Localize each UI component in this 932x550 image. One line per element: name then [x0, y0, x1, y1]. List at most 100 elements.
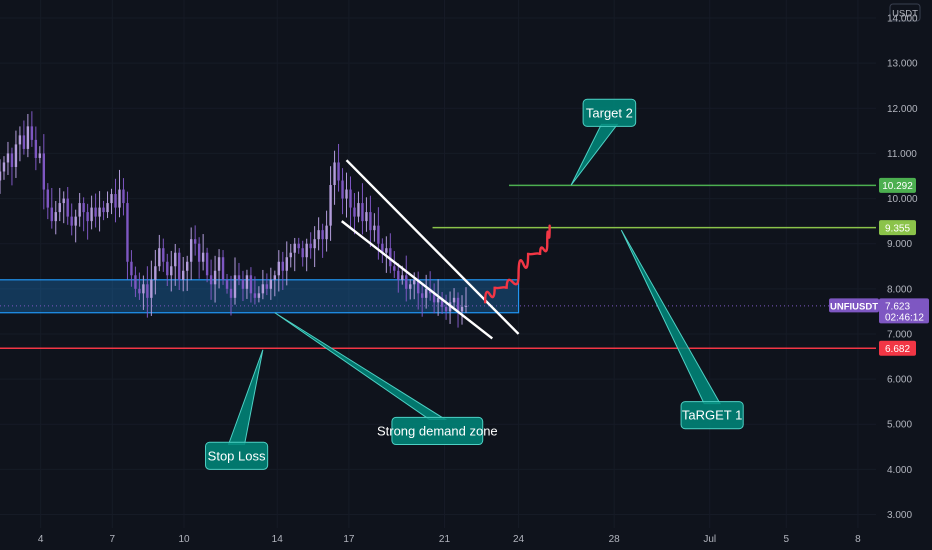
- candle-body: [225, 279, 229, 289]
- callout-label: Target 2: [586, 105, 633, 120]
- time-axis[interactable]: 4 7 10 14 17 21 24 28 Jul 5 8: [0, 528, 932, 550]
- candle-body: [257, 293, 261, 298]
- callout-box: [680, 401, 744, 430]
- candles: [0, 111, 468, 328]
- projection-path[interactable]: [483, 224, 551, 304]
- candle-body: [26, 126, 30, 149]
- candle-body: [401, 275, 404, 280]
- candle-body: [221, 257, 225, 280]
- candle-body: [130, 261, 133, 276]
- candle-body: [460, 306, 464, 312]
- price-tick-label: 7.000: [887, 329, 912, 340]
- channel-lower-line: [340, 220, 494, 340]
- price-tick-label: 14.000: [887, 14, 918, 25]
- candle-body: [38, 153, 42, 158]
- candle-body: [22, 135, 26, 149]
- candle-body: [337, 162, 340, 181]
- candle-body: [189, 239, 193, 262]
- candle-body: [0, 171, 2, 181]
- candle-body: [341, 180, 344, 199]
- callout-box: [391, 416, 484, 446]
- candle-body: [464, 305, 468, 307]
- candle-body: [213, 270, 217, 285]
- candle-body: [185, 261, 189, 271]
- candle-body: [432, 293, 436, 303]
- descending-channel[interactable]: [340, 159, 520, 340]
- candle-body: [94, 207, 97, 217]
- symbol-tag: [829, 298, 879, 313]
- candle-body: [146, 284, 149, 298]
- candle-body: [393, 266, 396, 271]
- candle-body: [118, 189, 121, 208]
- candle-body: [436, 297, 440, 303]
- candle-body: [50, 207, 53, 222]
- current-price-tag: [879, 298, 929, 324]
- time-tick-label: 24: [513, 534, 525, 545]
- candle-body: [417, 279, 420, 294]
- candle-body: [14, 144, 18, 167]
- candle-body: [217, 257, 221, 271]
- candle-body: [86, 212, 89, 222]
- time-tick-label: Jul: [703, 534, 716, 545]
- price-tick-label: 12.000: [887, 104, 918, 115]
- time-tick-label: 8: [855, 534, 861, 545]
- candle-body: [205, 252, 209, 276]
- price-levels[interactable]: [0, 184, 876, 350]
- candle-body: [317, 230, 320, 240]
- currency-selector[interactable]: [889, 3, 921, 22]
- price-tick-label: 4.000: [887, 465, 912, 476]
- candle-body: [110, 194, 113, 204]
- candle-body: [285, 257, 288, 271]
- price-tick-label: 6.000: [887, 375, 912, 386]
- candle-body: [150, 279, 153, 298]
- candle-body: [281, 261, 284, 271]
- price-tick-label: 5.000: [887, 420, 912, 431]
- time-axis-background: [0, 528, 932, 550]
- candle-body: [452, 297, 456, 303]
- candle-body: [142, 284, 145, 294]
- candle-body: [369, 212, 372, 231]
- candle-body: [241, 279, 245, 289]
- candle-body: [245, 275, 249, 289]
- time-tick-label: 7: [110, 534, 116, 545]
- candle-body: [98, 207, 101, 217]
- candle-body: [389, 248, 392, 267]
- candle-body: [90, 207, 93, 222]
- candle-body: [397, 270, 400, 280]
- level-price-tag: [879, 177, 916, 193]
- candle-body: [106, 203, 109, 213]
- candle-body: [357, 203, 360, 217]
- candle-body: [66, 198, 69, 217]
- candle-body: [249, 275, 253, 294]
- callout-box: [205, 441, 269, 470]
- candle-body: [58, 203, 61, 213]
- candle-body: [74, 216, 77, 226]
- price-tick-label: 8.000: [887, 284, 912, 295]
- callouts[interactable]: Target 2 TaRGET 1 Stop Loss Strong demand z…: [205, 98, 744, 470]
- candle-body: [197, 243, 201, 262]
- candle-body: [229, 288, 233, 298]
- level-price-value: 10.292: [882, 181, 913, 192]
- candle-body: [178, 252, 181, 280]
- candle-body: [201, 252, 205, 262]
- candle-body: [170, 266, 173, 276]
- candle-body: [420, 293, 424, 298]
- candle-body: [329, 185, 332, 226]
- candle-body: [158, 248, 161, 267]
- symbol-name: UNFIUSDT: [830, 301, 878, 312]
- candle-body: [440, 297, 444, 307]
- time-tick-label: 21: [439, 534, 451, 545]
- candle-body: [345, 189, 348, 199]
- candle-body: [273, 275, 277, 280]
- price-tick-label: 11.000: [887, 149, 917, 160]
- candle-body: [193, 239, 197, 244]
- time-tick-label: 17: [343, 534, 355, 545]
- candle-body: [166, 261, 169, 276]
- candle-body: [265, 284, 269, 289]
- candle-body: [34, 139, 38, 158]
- candle-body: [301, 248, 304, 258]
- time-tick-label: 28: [609, 534, 621, 545]
